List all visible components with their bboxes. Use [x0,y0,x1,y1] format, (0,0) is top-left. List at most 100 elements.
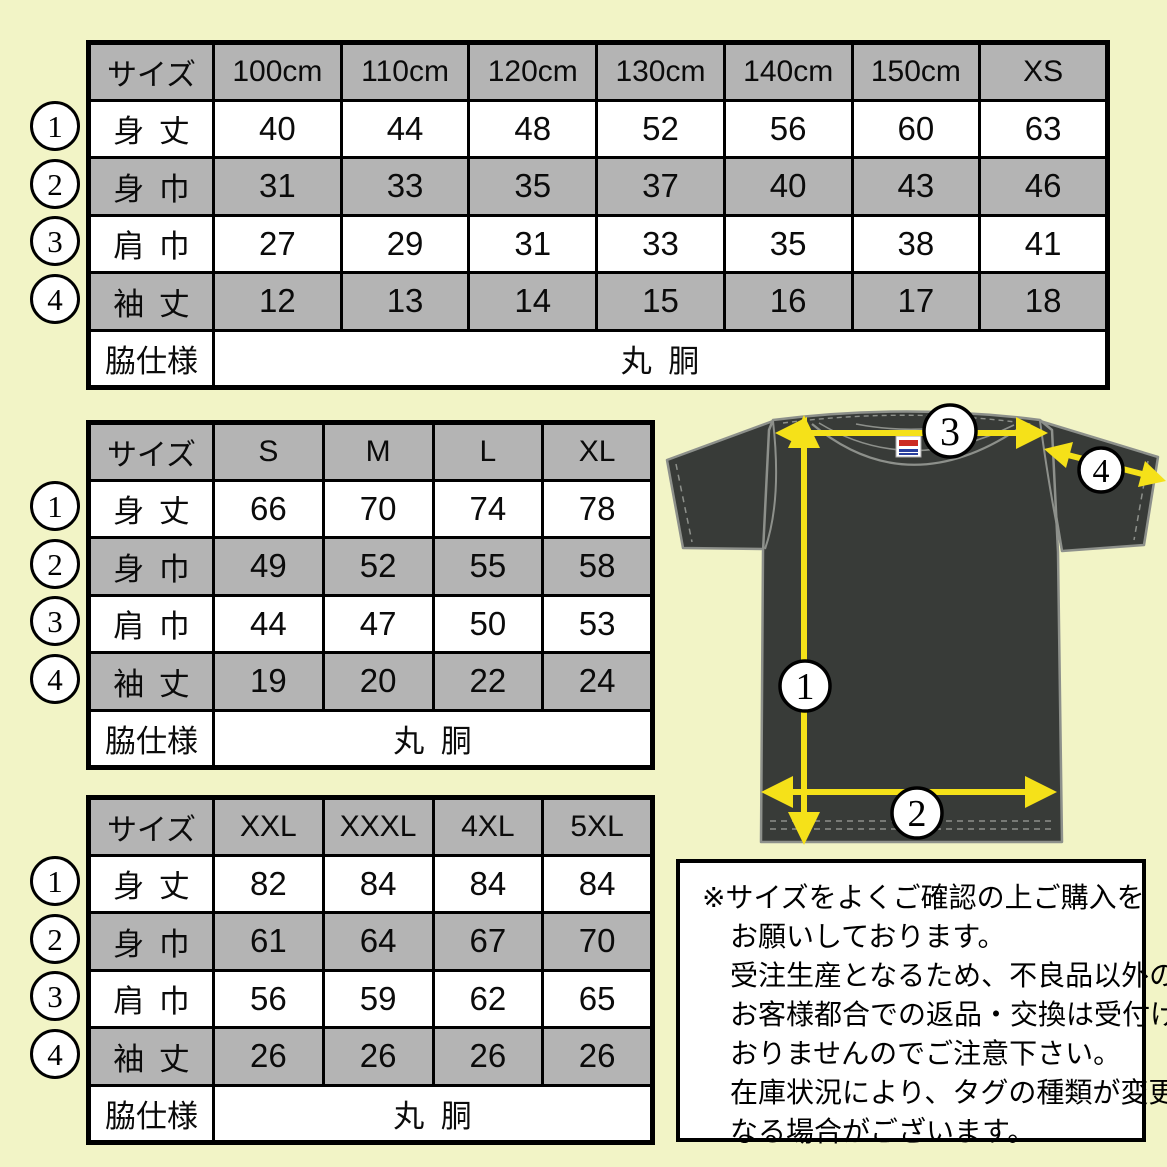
col-header: 140cm [722,41,854,102]
col-header: L [431,421,545,482]
cell: 52 [321,536,435,597]
col-header: XS [978,41,1109,102]
cell: 53 [541,593,654,654]
row-marker-1: 1 [30,101,80,151]
side-spec-cell: 丸 胴 [212,1083,654,1144]
size-table-kids: サイズ 100cm 110cm 120cm 130cm 140cm 150cm … [86,40,1110,390]
row-marker-4: 4 [30,654,80,704]
table-row: 身 丈 66 70 74 78 [87,478,654,539]
note-line: 在庫状況により、タグの種類が変更に [730,1077,1167,1108]
cell: 78 [541,478,654,539]
left-cuff-stitch-line [675,463,693,543]
diagram-marker-3: 3 [940,409,960,454]
table-row: 脇仕様 丸 胴 [87,1083,654,1144]
col-header: 130cm [595,41,726,102]
cell: 49 [212,536,325,597]
cell: 35 [722,213,854,274]
arrowhead-left [1044,442,1073,468]
row-label: 肩 巾 [87,968,215,1029]
cell: 24 [541,651,654,712]
note-line: ※サイズをよくご確認の上ご購入を [702,882,1145,913]
cell: 33 [595,213,726,274]
cell: 60 [850,98,982,159]
row-label: 身 丈 [87,478,215,539]
diagram-marker-2: 2 [908,793,927,835]
row-label: 脇仕様 [87,1083,215,1144]
table-row: 袖 丈 12 13 14 15 16 17 18 [87,271,1109,332]
col-header: サイズ [87,41,215,102]
note-line: 受注生産となるため、不良品以外の [730,960,1167,991]
arrowhead-left [775,417,807,449]
cell: 67 [431,911,545,972]
cell: 41 [978,213,1109,274]
row-label: 肩 巾 [87,593,215,654]
cell: 56 [722,98,854,159]
cell: 38 [850,213,982,274]
cell: 82 [212,853,325,914]
diagram-marker-2-circle [890,786,944,840]
shoulder-stitch-line [782,414,1032,425]
note-line: おりませんのでご注意下さい。 [730,1038,1122,1069]
table-row: 肩 巾 56 59 62 65 [87,968,654,1029]
arrowhead-down [788,812,820,845]
col-header: 100cm [212,41,343,102]
row-marker-3: 3 [30,216,80,266]
row-marker-3: 3 [30,971,80,1021]
arrow-shoulder-width [795,430,1027,436]
cell: 31 [467,213,599,274]
cell: 22 [431,651,545,712]
cell: 16 [722,271,854,332]
table-row: 袖 丈 19 20 22 24 [87,651,654,712]
cell: 19 [212,651,325,712]
diagram-markers: 1 2 3 4 [778,403,1125,840]
cell: 37 [595,156,726,217]
note-line: なる場合がございます。 [730,1116,1036,1147]
size-table-s-xl: サイズ S M L XL 身 丈 66 70 74 78 身 巾 49 52 5… [86,420,655,770]
row-label: 身 巾 [87,156,215,217]
cell: 12 [212,271,343,332]
cell: 55 [431,536,545,597]
cell: 13 [339,271,471,332]
left-sleeve-seam [764,420,778,550]
table-row: 脇仕様 丸 胴 [87,708,654,769]
row-marker-2: 2 [30,159,80,209]
row-label: 脇仕様 [87,328,215,389]
cell: 33 [339,156,471,217]
col-header: 5XL [541,796,654,857]
col-header: 120cm [467,41,599,102]
arrowhead-left [761,776,793,808]
cell: 84 [321,853,435,914]
cell: 64 [321,911,435,972]
cell: 58 [541,536,654,597]
cell: 29 [339,213,471,274]
row-label: 身 丈 [87,98,215,159]
cell: 48 [467,98,599,159]
cell: 31 [212,156,343,217]
table-row: 脇仕様 丸 胴 [87,328,1109,389]
cell: 56 [212,968,325,1029]
note-line: お客様都合での返品・交換は受付けて [730,999,1167,1030]
row-marker-1: 1 [30,856,80,906]
arrowhead-right [1016,417,1048,449]
cell: 47 [321,593,435,654]
table-row: サイズ XXL XXXL 4XL 5XL [87,796,654,857]
arrowhead-right [1138,461,1166,487]
cell: 35 [467,156,599,217]
row-marker-4: 4 [30,274,80,324]
diagram-marker-4-circle [1077,446,1125,494]
row-label: 身 巾 [87,536,215,597]
cell: 70 [321,478,435,539]
table-row: 身 巾 31 33 35 37 40 43 46 [87,156,1109,217]
tshirt-left-sleeve [665,419,775,551]
row-label: 袖 丈 [87,1026,215,1087]
table-row: 肩 巾 44 47 50 53 [87,593,654,654]
table-row: 袖 丈 26 26 26 26 [87,1026,654,1087]
cell: 65 [541,968,654,1029]
col-header: XXXL [321,796,435,857]
row-marker-3: 3 [30,596,80,646]
cell: 61 [212,911,325,972]
col-header: S [212,421,325,482]
arrowhead-right [1025,776,1057,808]
cell: 17 [850,271,982,332]
